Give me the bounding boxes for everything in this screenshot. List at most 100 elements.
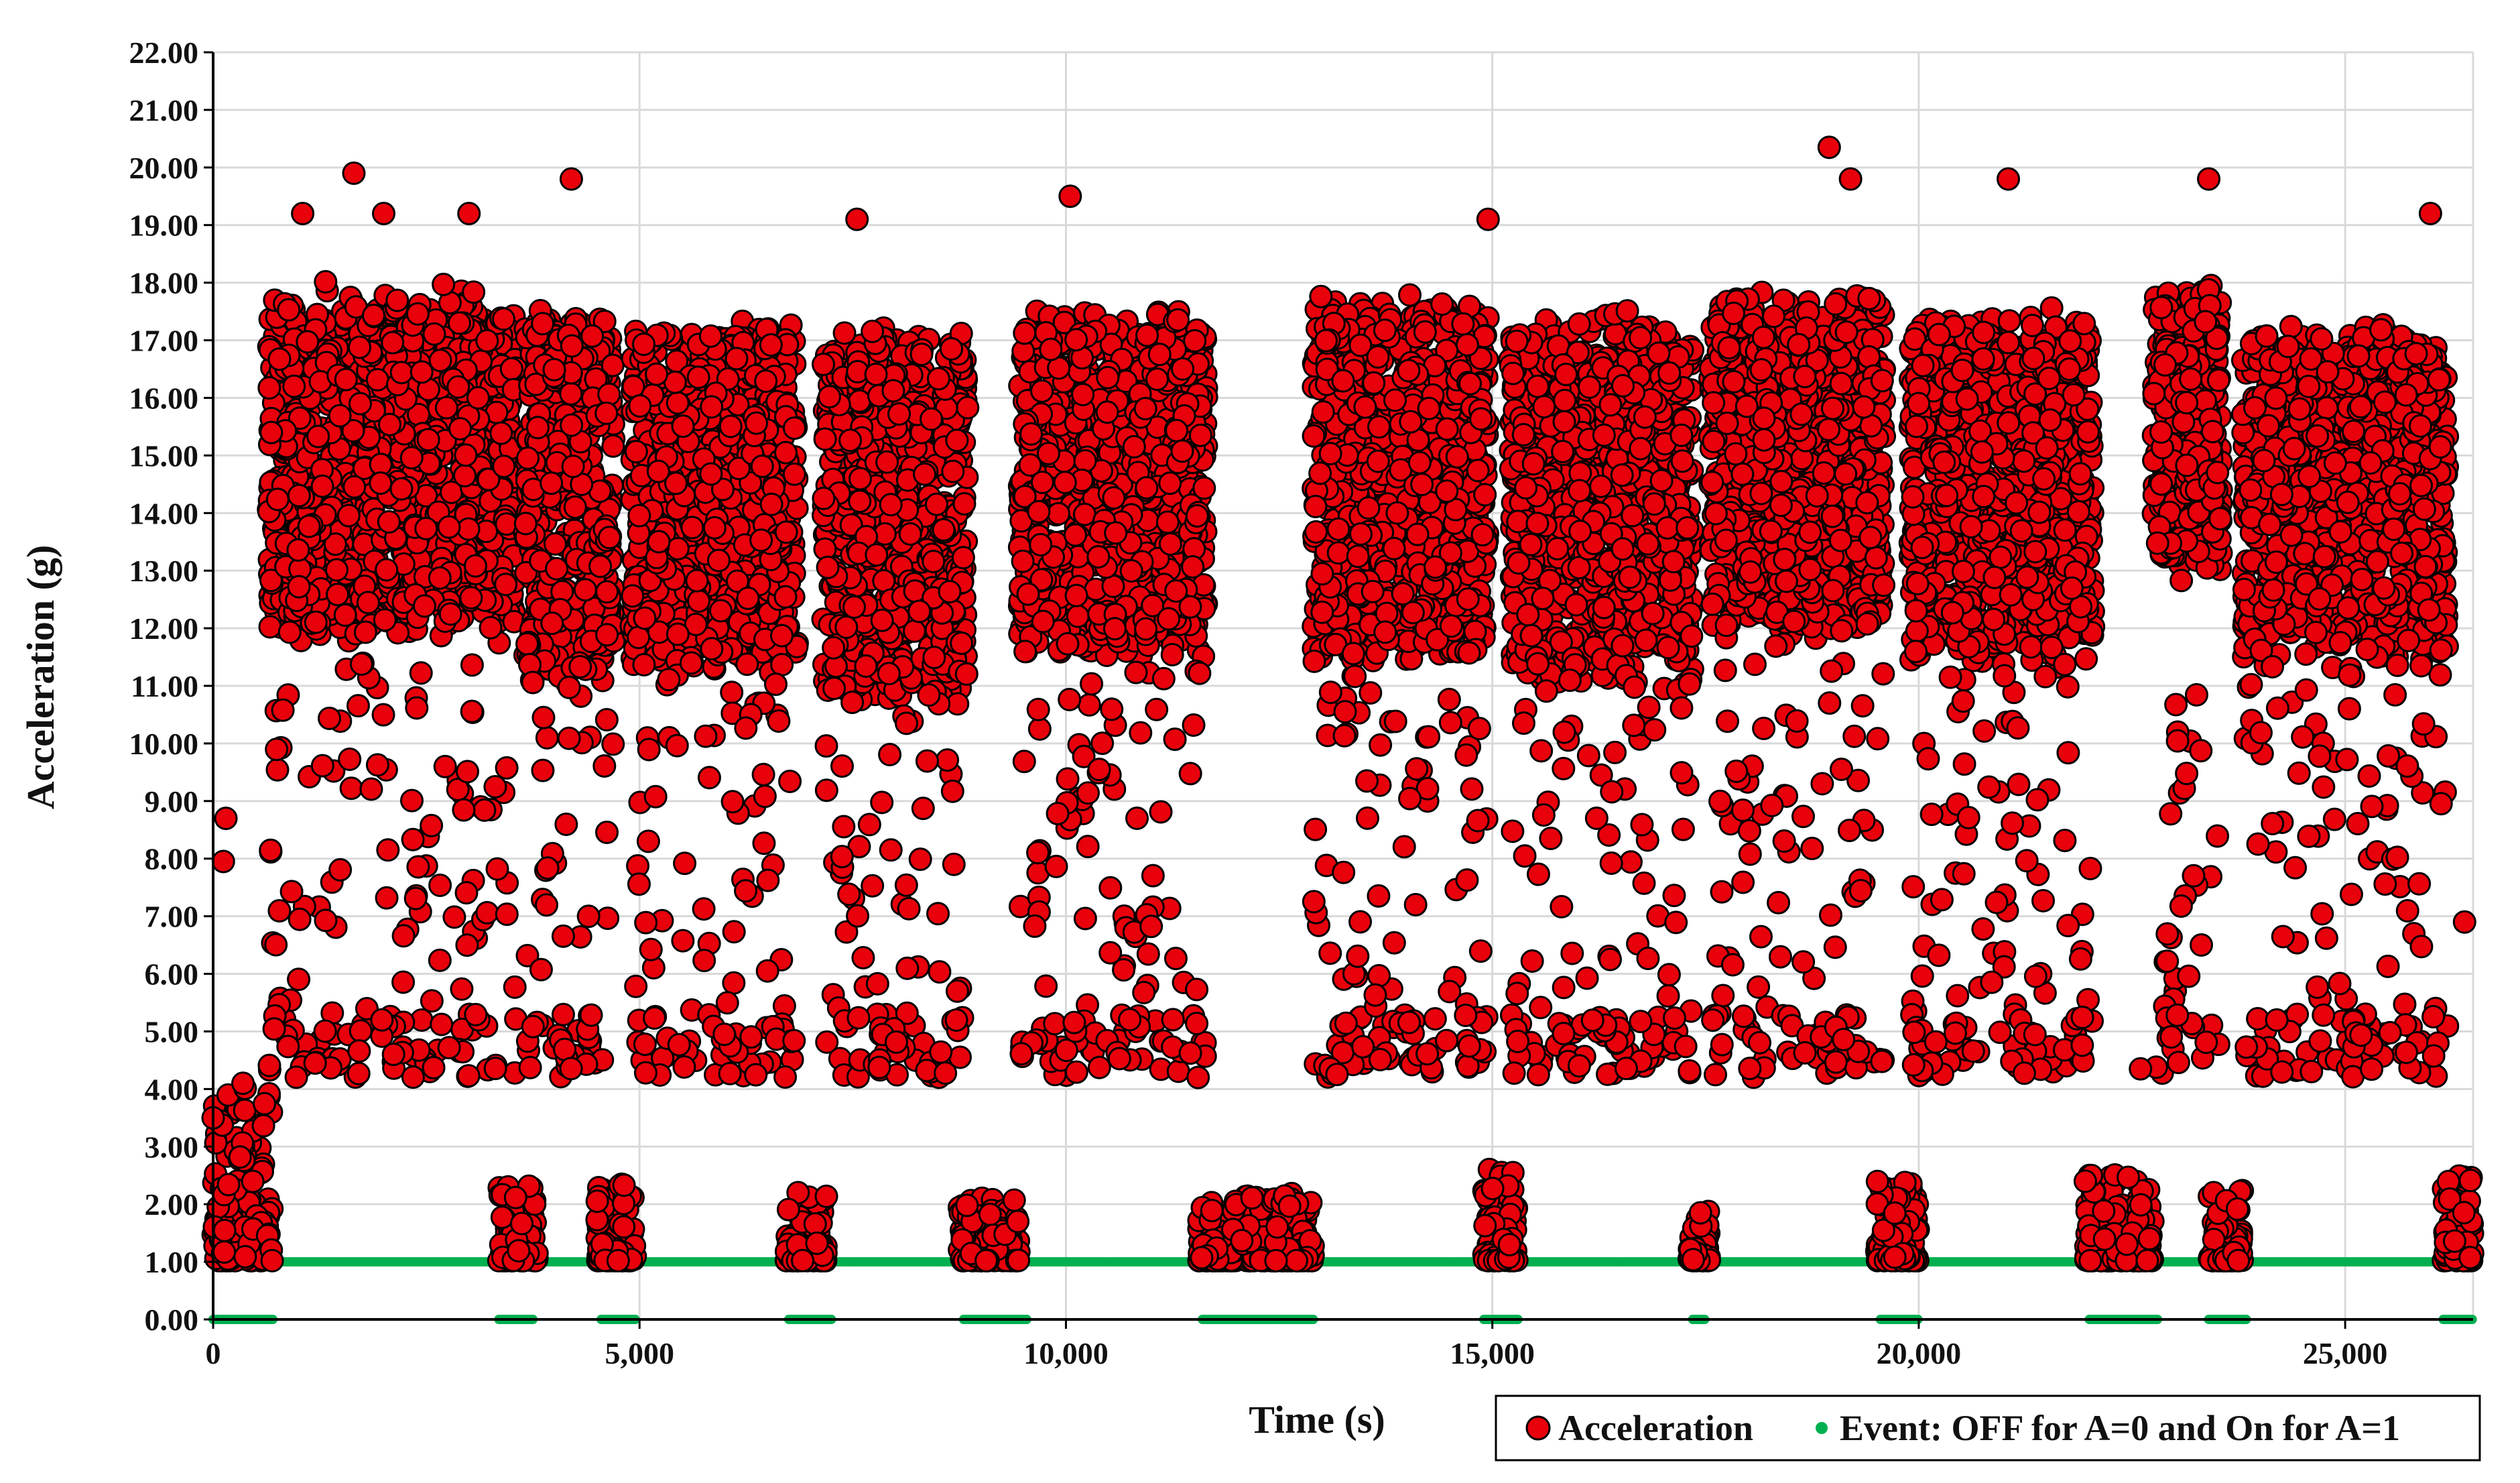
acceleration-point xyxy=(430,1012,454,1036)
acceleration-point xyxy=(346,694,370,718)
acceleration-point xyxy=(951,546,975,570)
acceleration-point xyxy=(560,413,584,437)
acceleration-point xyxy=(782,462,806,486)
acceleration-point xyxy=(751,762,775,786)
acceleration-point xyxy=(406,855,430,879)
acceleration-point xyxy=(865,543,889,567)
acceleration-point xyxy=(848,489,872,514)
acceleration-point xyxy=(353,620,377,644)
acceleration-point xyxy=(782,416,806,440)
acceleration-point xyxy=(282,374,306,398)
acceleration-point xyxy=(456,517,481,541)
acceleration-point xyxy=(557,726,581,750)
acceleration-point xyxy=(667,1032,691,1057)
acceleration-point xyxy=(349,652,373,676)
acceleration-point xyxy=(948,1045,972,1069)
acceleration-point xyxy=(446,375,470,399)
acceleration-point xyxy=(665,733,689,758)
acceleration-point xyxy=(838,428,863,453)
acceleration-point xyxy=(362,304,386,328)
acceleration-point xyxy=(535,726,559,750)
acceleration-point xyxy=(699,462,723,486)
acceleration-point xyxy=(631,332,655,356)
acceleration-point xyxy=(706,548,731,573)
acceleration-point xyxy=(913,462,937,486)
acceleration-point xyxy=(633,1061,657,1085)
acceleration-point xyxy=(621,375,645,399)
acceleration-point xyxy=(433,754,457,778)
acceleration-point xyxy=(692,897,716,921)
acceleration-point xyxy=(861,319,885,343)
acceleration-point xyxy=(639,937,663,961)
acceleration-point xyxy=(822,676,846,701)
acceleration-point xyxy=(420,813,444,837)
acceleration-point xyxy=(744,1063,768,1087)
acceleration-point xyxy=(416,428,440,452)
acceleration-point xyxy=(773,585,798,609)
acceleration-point xyxy=(401,827,425,851)
acceleration-point xyxy=(456,760,480,784)
acceleration-point xyxy=(259,838,283,862)
acceleration-point xyxy=(774,520,798,544)
acceleration-point xyxy=(460,699,484,723)
acceleration-point xyxy=(637,737,661,762)
acceleration-point xyxy=(563,495,587,519)
acceleration-point xyxy=(936,748,960,772)
acceleration-point xyxy=(720,790,745,814)
acceleration-point xyxy=(466,385,490,410)
acceleration-point xyxy=(842,595,867,619)
acceleration-point xyxy=(452,798,476,822)
acceleration-point xyxy=(525,416,550,440)
acceleration-point xyxy=(459,586,483,610)
acceleration-point xyxy=(909,342,934,366)
acceleration-point xyxy=(879,838,903,862)
acceleration-point xyxy=(840,691,865,715)
acceleration-point xyxy=(941,459,965,483)
acceleration-point xyxy=(403,886,428,910)
acceleration-point xyxy=(636,829,660,853)
acceleration-point xyxy=(940,337,964,361)
acceleration-point xyxy=(529,957,553,982)
acceleration-point xyxy=(724,347,749,371)
acceleration-point xyxy=(265,737,289,762)
acceleration-point xyxy=(434,396,458,420)
acceleration-point xyxy=(576,904,601,929)
acceleration-point xyxy=(462,280,486,304)
acceleration-point xyxy=(485,857,509,881)
acceleration-point xyxy=(679,651,703,675)
acceleration-point xyxy=(857,813,881,837)
acceleration-point xyxy=(755,959,779,983)
acceleration-point xyxy=(861,874,885,898)
acceleration-point xyxy=(257,1053,281,1077)
acceleration-point xyxy=(877,662,901,686)
acceleration-point xyxy=(365,367,389,392)
acceleration-point xyxy=(830,754,855,778)
acceleration-point xyxy=(879,493,903,517)
acceleration-point xyxy=(284,1065,308,1089)
acceleration-point xyxy=(267,347,292,371)
acceleration-point xyxy=(568,655,592,679)
acceleration-point xyxy=(782,1028,806,1053)
acceleration-point xyxy=(279,880,304,904)
acceleration-point xyxy=(865,971,889,996)
acceleration-point xyxy=(324,558,349,582)
acceleration-point xyxy=(898,522,922,546)
acceleration-point xyxy=(573,578,597,602)
acceleration-point xyxy=(557,675,581,699)
acceleration-point xyxy=(483,1057,507,1081)
acceleration-point xyxy=(518,1055,542,1079)
acceleration-point xyxy=(515,632,540,656)
acceleration-point xyxy=(647,530,671,554)
acceleration-point xyxy=(561,455,585,479)
acceleration-point xyxy=(385,288,410,312)
acceleration-point xyxy=(359,777,383,801)
acceleration-point xyxy=(854,654,878,678)
acceleration-point xyxy=(942,852,966,876)
acceleration-point xyxy=(475,900,499,925)
acceleration-point xyxy=(334,367,358,392)
acceleration-point xyxy=(832,321,857,345)
acceleration-point xyxy=(812,486,836,510)
acceleration-point xyxy=(328,857,353,882)
acceleration-point xyxy=(672,1055,696,1079)
